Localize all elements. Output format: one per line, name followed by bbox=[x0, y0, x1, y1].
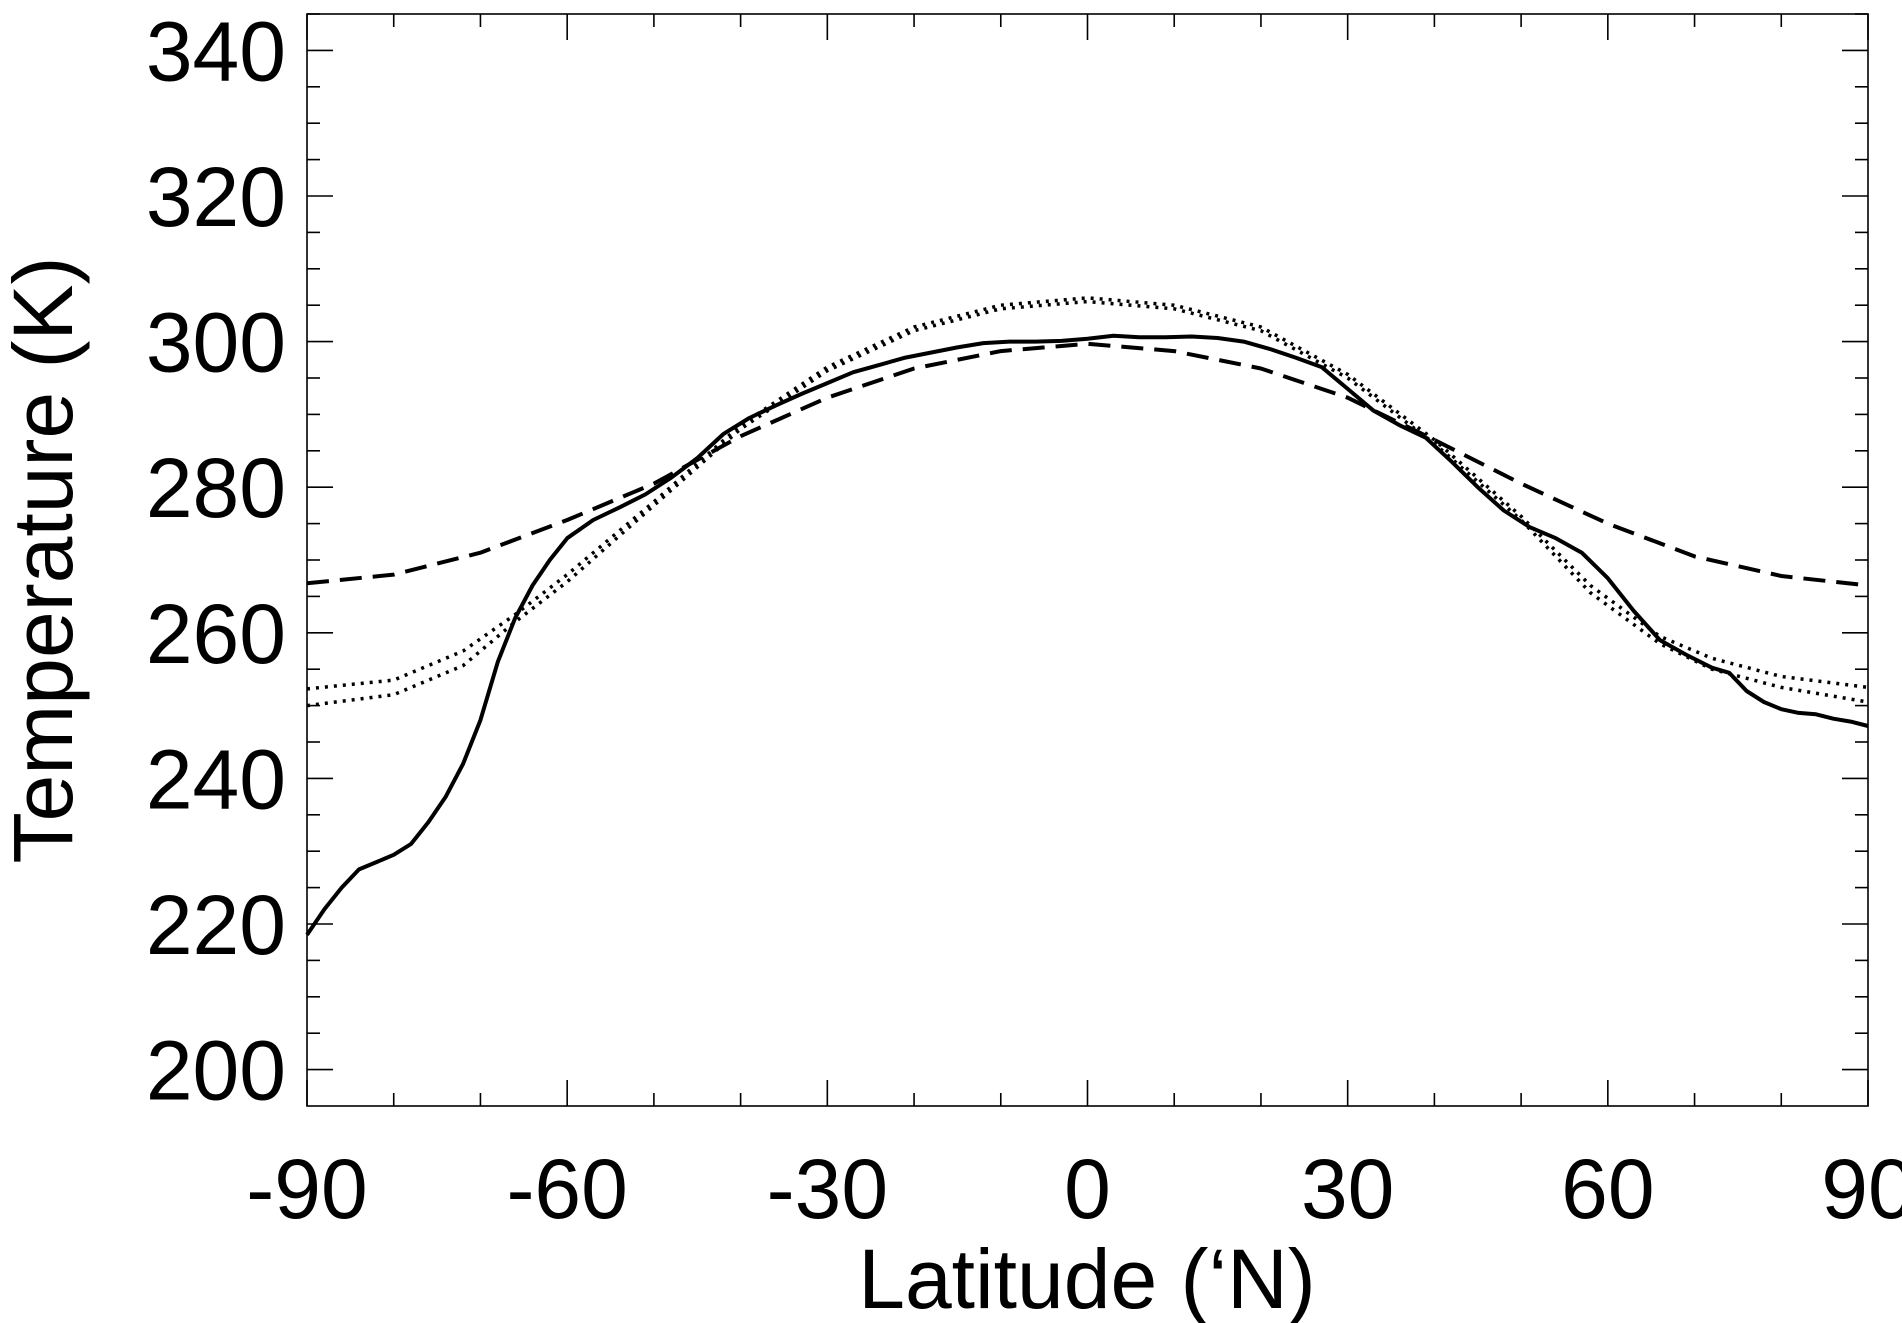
axis-ticks bbox=[306, 13, 1869, 1106]
y-tick-label: 220 bbox=[146, 878, 286, 972]
x-tick-label: -60 bbox=[506, 1142, 627, 1236]
y-tick-labels: 200 220 240 260 280 300 320 340 bbox=[146, 4, 286, 1117]
series-layer bbox=[305, 296, 1869, 937]
y-tick-label: 320 bbox=[146, 150, 286, 244]
x-tick-label: -90 bbox=[246, 1142, 367, 1236]
x-tick-label: -30 bbox=[767, 1142, 888, 1236]
x-tick-label: 0 bbox=[1064, 1142, 1111, 1236]
series-line-solid-1 bbox=[305, 333, 1869, 937]
x-tick-label: 90 bbox=[1821, 1142, 1902, 1236]
x-axis-title: Latitude (‘N) bbox=[858, 1232, 1316, 1323]
series-line-dotted-3 bbox=[306, 296, 1869, 691]
x-tick-label: 30 bbox=[1301, 1142, 1394, 1236]
y-tick-label: 200 bbox=[146, 1024, 286, 1118]
series-line-dashed-2 bbox=[306, 341, 1869, 588]
y-tick-label: 300 bbox=[146, 296, 286, 390]
y-tick-label: 260 bbox=[146, 587, 286, 681]
plot-frame bbox=[306, 13, 1869, 1107]
y-axis-title: Temperature (K) bbox=[0, 257, 90, 864]
series-line-dotted-4 bbox=[306, 299, 1869, 708]
y-tick-label: 340 bbox=[146, 4, 286, 98]
x-tick-labels: -90 -60 -30 0 30 60 90 bbox=[246, 1142, 1902, 1236]
x-tick-label: 60 bbox=[1561, 1142, 1654, 1236]
y-tick-label: 280 bbox=[146, 441, 286, 535]
y-tick-label: 240 bbox=[146, 732, 286, 826]
